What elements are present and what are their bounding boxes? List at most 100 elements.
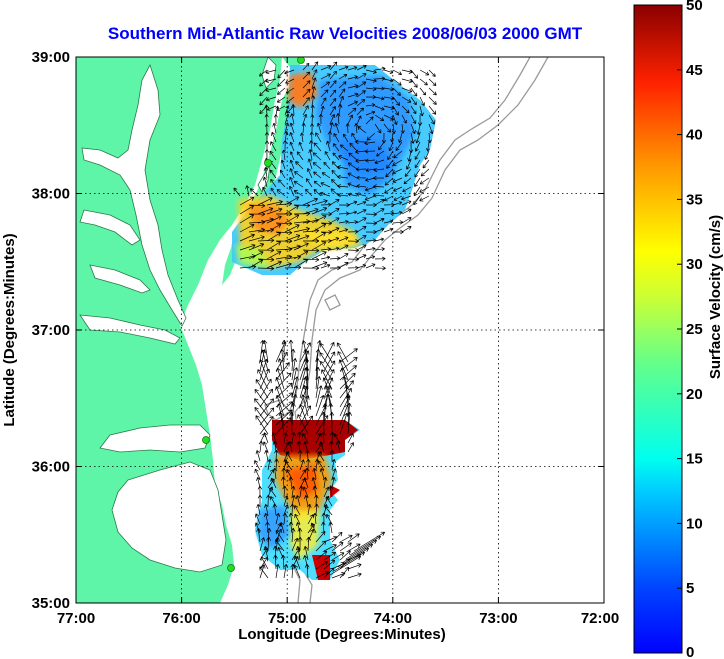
velocity-arrow: [320, 81, 331, 89]
velocity-arrow: [338, 88, 346, 98]
velocity-arrow: [289, 122, 295, 134]
velocity-arrow: [374, 123, 382, 134]
velocity-arrow: [302, 486, 309, 498]
velocity-arrow: [395, 141, 403, 151]
velocity-arrow: [255, 379, 269, 399]
velocity-arrow: [275, 417, 292, 435]
velocity-arrow: [310, 123, 315, 134]
velocity-arrow: [256, 503, 261, 516]
velocity-arrow: [297, 449, 303, 462]
velocity-arrow: [315, 540, 327, 552]
velocity-arrow: [266, 260, 282, 269]
velocity-arrow: [401, 87, 413, 93]
velocity-arrow: [312, 512, 318, 525]
colorbar-tick-marks: [677, 4, 682, 654]
velocity-arrow: [419, 177, 430, 185]
velocity-arrow: [259, 388, 274, 408]
velocity-arrow: [299, 415, 314, 435]
velocity-arrow: [309, 131, 314, 143]
velocity-arrow: [275, 401, 294, 417]
velocity-arrow: [320, 97, 327, 107]
velocity-arrow: [279, 348, 285, 372]
velocity-arrow: [345, 123, 350, 134]
velocity-arrow: [337, 165, 349, 170]
velocity-arrow: [304, 563, 310, 579]
velocity-arrow: [306, 168, 313, 179]
velocity-arrow: [329, 122, 334, 134]
velocity-arrow: [315, 415, 329, 435]
velocity-arrow: [410, 87, 418, 97]
velocity-arrow: [347, 248, 359, 253]
velocity-arrow: [311, 477, 317, 489]
velocity-arrow: [302, 88, 311, 98]
velocity-arrow: [301, 122, 306, 134]
velocity-arrow: [305, 188, 313, 197]
velocity-arrow: [410, 78, 418, 88]
station-marker: [264, 159, 272, 167]
velocity-arrow: [275, 377, 285, 399]
velocity-arrow: [284, 131, 289, 143]
velocity-arrow: [355, 149, 367, 155]
velocity-arrow: [384, 177, 394, 186]
velocity-arrow: [313, 180, 322, 188]
velocity-arrow: [410, 105, 417, 115]
velocity-arrow: [296, 440, 302, 453]
velocity-arrow: [275, 262, 292, 269]
velocity-arrow: [323, 559, 336, 570]
velocity-arrow: [282, 485, 287, 498]
velocity-arrow: [295, 545, 301, 561]
velocity-arrow: [276, 189, 286, 197]
velocity-arrow: [315, 385, 323, 408]
velocity-arrow: [315, 376, 322, 399]
velocity-arrow: [428, 69, 436, 77]
x-tick-label: 74:00: [374, 610, 412, 627]
velocity-arrow: [302, 433, 309, 444]
x-tick-label: 77:00: [57, 610, 95, 627]
velocity-arrow: [355, 167, 367, 172]
velocity-arrow: [303, 546, 309, 561]
velocity-arrow: [357, 126, 367, 134]
velocity-arrow: [347, 543, 361, 552]
velocity-arrow: [294, 505, 301, 516]
velocity-arrow: [309, 140, 314, 152]
velocity-arrow: [320, 105, 325, 116]
velocity-arrow: [337, 174, 349, 180]
velocity-arrow: [308, 149, 313, 161]
velocity-arrow: [312, 152, 322, 161]
velocity-arrow: [419, 195, 430, 202]
velocity-arrow: [404, 168, 412, 177]
velocity-arrow: [347, 572, 362, 579]
station-marker: [227, 564, 235, 572]
colorbar-label: Surface Velocity (cm/s): [707, 215, 724, 379]
velocity-arrow: [320, 221, 332, 226]
velocity-arrow: [284, 196, 300, 206]
velocity-arrow: [342, 133, 349, 143]
velocity-arrow: [284, 113, 290, 125]
velocity-arrow: [271, 432, 277, 444]
velocity-arrow: [329, 80, 337, 89]
velocity-arrow: [285, 87, 295, 94]
velocity-arrow: [290, 348, 296, 372]
velocity-arrow: [324, 506, 333, 516]
velocity-arrow: [320, 255, 331, 260]
velocity-arrow: [320, 230, 332, 235]
velocity-arrow: [315, 366, 321, 390]
velocity-arrow: [270, 178, 277, 188]
velocity-arrow: [315, 560, 329, 570]
velocity-arrow: [302, 385, 309, 408]
velocity-arrow: [332, 152, 340, 161]
velocity-arrow: [263, 432, 269, 444]
velocity-arrow: [289, 151, 295, 161]
velocity-arrow: [419, 69, 430, 76]
velocity-arrow: [257, 257, 275, 263]
velocity-arrow: [239, 223, 255, 233]
velocity-arrow: [245, 185, 250, 197]
velocity-arrow: [284, 122, 290, 134]
velocity-arrow: [311, 251, 327, 260]
velocity-arrow: [331, 542, 344, 552]
velocity-arrow: [326, 496, 333, 507]
velocity-arrow: [337, 184, 349, 189]
velocity-arrow: [302, 238, 320, 244]
velocity-arrow: [338, 95, 344, 107]
velocity-arrow: [277, 87, 286, 95]
